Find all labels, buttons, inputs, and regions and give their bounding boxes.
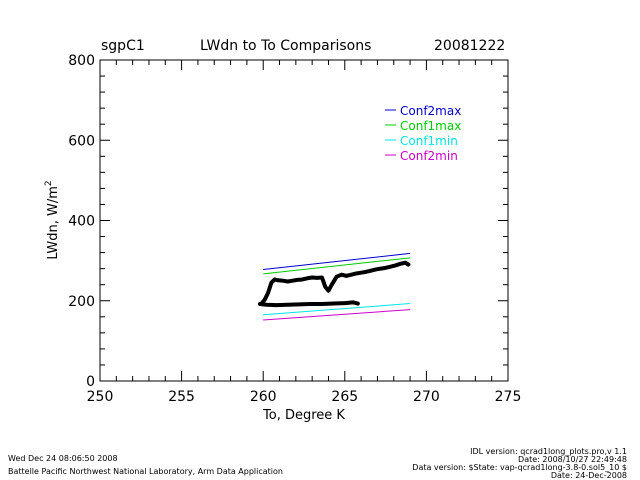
x-tick-label: 270 — [413, 389, 440, 405]
footer-idl-date: Date: 2008/10/27 22:49:48 — [518, 455, 627, 464]
y-tick-label: 600 — [68, 133, 95, 149]
observed-trace-lower — [257, 300, 360, 308]
date-label: 20081222 — [434, 38, 506, 54]
observed-trace-upper — [259, 260, 411, 306]
x-tick-label: 255 — [168, 389, 195, 405]
y-tick-label: 0 — [86, 374, 95, 390]
observed-data — [257, 260, 411, 308]
legend-label-conf2max: Conf2max — [400, 104, 461, 118]
footer-data-version: Data version: $State: vap-qcrad1long-3.8… — [412, 463, 627, 472]
footer-timestamp: Wed Dec 24 08:06:50 2008 — [8, 454, 118, 463]
y-axis-label-superscript: 2 — [44, 180, 54, 186]
series-line-conf2min — [263, 309, 411, 321]
series-line-conf2max — [263, 252, 411, 270]
chart-title: LWdn to To Comparisons — [200, 38, 372, 54]
axis-ticks: 250 255 260 265 270 275 0 200 400 600 800 — [68, 53, 521, 405]
x-tick-label: 275 — [495, 389, 522, 405]
legend-label-conf1min: Conf1min — [400, 134, 458, 148]
legend-label-conf1max: Conf1max — [400, 119, 461, 133]
x-axis-label: To, Degree K — [262, 408, 345, 423]
footer-data-date: Date: 24-Dec-2008 — [550, 471, 627, 480]
legend-label-conf2min: Conf2min — [400, 149, 458, 163]
footer-institution: Battelle Pacific Northwest National Labo… — [8, 467, 283, 476]
series-line-conf1min — [263, 303, 411, 316]
series-lines — [263, 252, 411, 321]
y-tick-label: 800 — [68, 53, 95, 69]
y-tick-label: 400 — [68, 214, 95, 230]
series-line-conf1max — [263, 257, 411, 275]
y-tick-label: 200 — [68, 294, 95, 310]
x-tick-label: 250 — [87, 389, 114, 405]
y-axis-label: LWdn, W/m2 — [44, 180, 61, 259]
footer-idl-version: IDL version: qcrad1long_plots.pro,v 1.1 — [470, 447, 627, 456]
site-label: sgpC1 — [101, 38, 145, 54]
y-axis-label-main: LWdn, W/m — [46, 186, 61, 260]
x-tick-label: 260 — [250, 389, 277, 405]
x-tick-label: 265 — [331, 389, 358, 405]
